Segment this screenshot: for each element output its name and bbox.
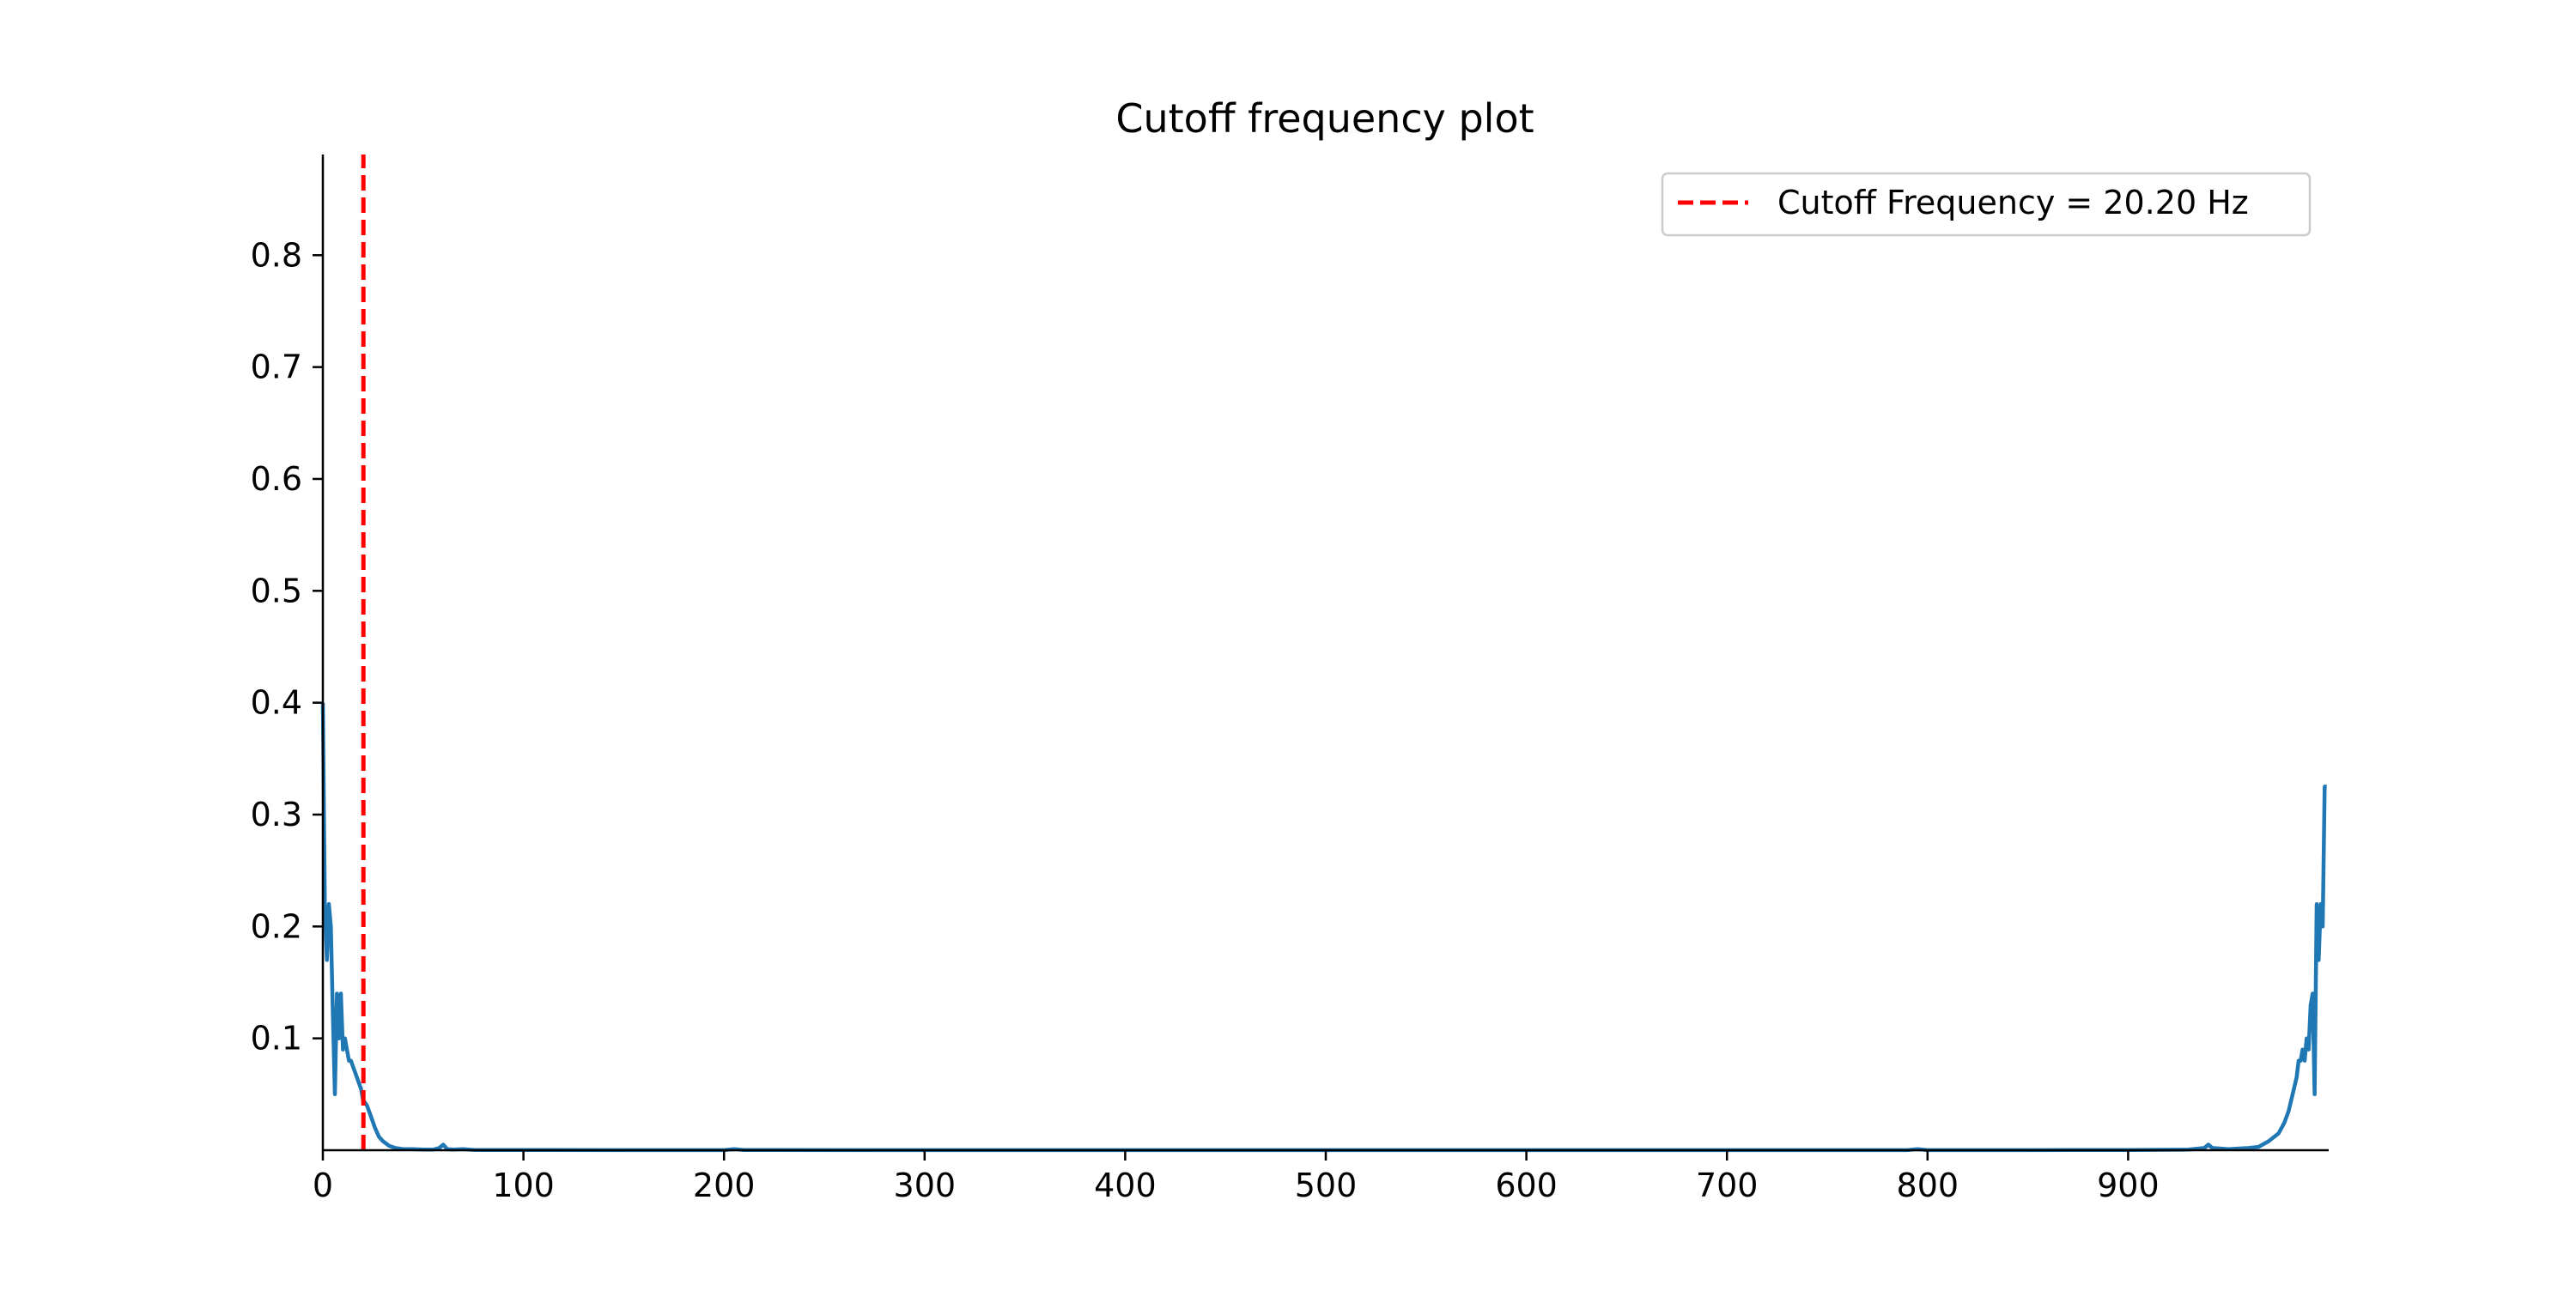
y-tick-label: 0.3 bbox=[251, 796, 302, 833]
legend: Cutoff Frequency = 20.20 Hz bbox=[1661, 172, 2312, 237]
x-tick-label: 500 bbox=[1295, 1167, 1358, 1204]
x-tick-label: 0 bbox=[313, 1167, 333, 1204]
y-tick-label: 0.4 bbox=[251, 684, 302, 722]
y-tick-label: 0.7 bbox=[251, 349, 302, 386]
x-tick-label: 800 bbox=[1897, 1167, 1959, 1204]
x-tick-label: 700 bbox=[1696, 1167, 1759, 1204]
legend-box bbox=[1661, 172, 2312, 237]
y-ticks: 0.1 0.2 0.3 0.4 0.5 0.6 0.7 0.8 bbox=[251, 236, 323, 1058]
y-tick-label: 0.6 bbox=[251, 460, 302, 498]
x-tick-label: 200 bbox=[693, 1167, 756, 1204]
y-tick-label: 0.2 bbox=[251, 907, 302, 945]
x-tick-label: 100 bbox=[492, 1167, 555, 1204]
y-tick-label: 0.8 bbox=[251, 236, 302, 274]
y-tick-label: 0.1 bbox=[251, 1020, 302, 1058]
y-tick-label: 0.5 bbox=[251, 572, 302, 609]
x-ticks: 0 100 200 300 400 500 600 700 800 900 bbox=[313, 1150, 2160, 1204]
x-tick-label: 400 bbox=[1094, 1167, 1157, 1204]
x-tick-label: 300 bbox=[894, 1167, 957, 1204]
x-tick-label: 600 bbox=[1495, 1167, 1558, 1204]
x-tick-label: 900 bbox=[2097, 1167, 2160, 1204]
chart-title: Cutoff frequency plot bbox=[1115, 95, 1534, 142]
legend-entry-cutoff: Cutoff Frequency = 20.20 Hz bbox=[1777, 184, 2249, 221]
